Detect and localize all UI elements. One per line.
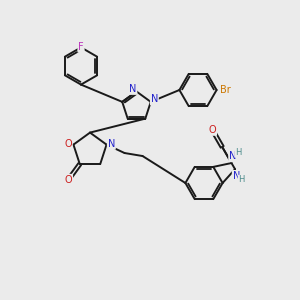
Text: F: F (78, 42, 84, 52)
Text: N: N (232, 171, 240, 181)
Text: N: N (129, 84, 137, 94)
Text: O: O (64, 139, 72, 149)
Text: N: N (108, 139, 115, 149)
Text: H: H (235, 148, 241, 157)
Text: O: O (208, 125, 216, 135)
Text: Br: Br (220, 85, 231, 95)
Text: N: N (229, 152, 236, 161)
Text: N: N (151, 94, 158, 104)
Text: O: O (65, 175, 72, 184)
Text: H: H (238, 176, 245, 184)
